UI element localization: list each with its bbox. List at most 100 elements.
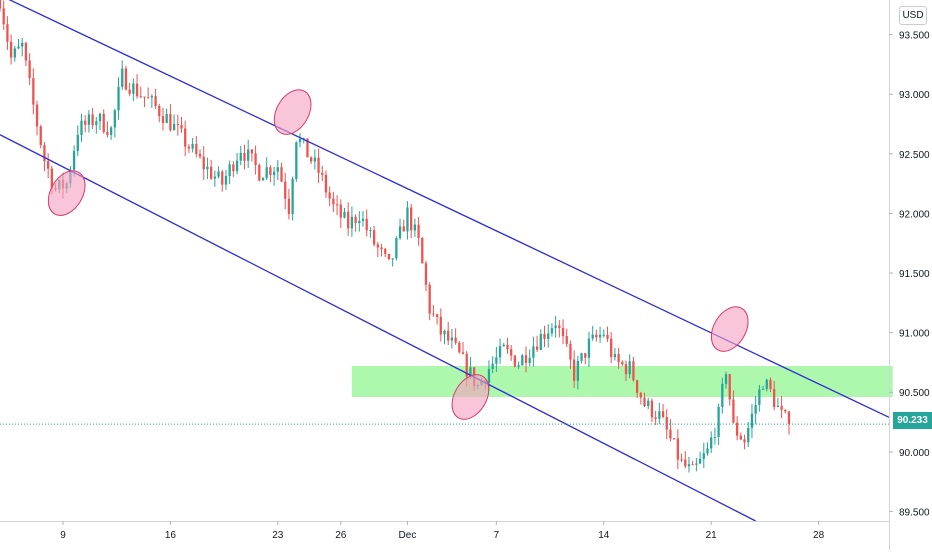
candle-body	[628, 361, 631, 375]
currency-badge[interactable]: USD	[899, 6, 927, 25]
channel-lower-line[interactable]	[0, 134, 756, 522]
candle-body	[339, 204, 342, 218]
candle-body	[254, 153, 257, 165]
candle-body	[102, 113, 105, 133]
candle-body	[232, 164, 235, 172]
candle-body	[561, 328, 565, 337]
touch-marker[interactable]	[41, 164, 93, 222]
candle-body	[728, 374, 731, 400]
candle-body	[421, 237, 424, 264]
candle-body	[569, 343, 572, 360]
candle-body	[13, 48, 16, 58]
candle-body	[239, 152, 242, 161]
candle-body	[28, 60, 31, 79]
candle-body	[754, 404, 757, 414]
y-tick-label: 91.500	[899, 269, 930, 280]
candle-body	[276, 167, 279, 172]
candle-body	[447, 330, 450, 341]
candle-body	[84, 120, 87, 125]
candle-body	[635, 380, 639, 393]
candle-body	[413, 224, 417, 231]
candle-body	[732, 399, 735, 423]
candle-body	[132, 83, 135, 94]
candle-body	[502, 344, 505, 347]
candle-body	[787, 411, 791, 425]
candle-body	[576, 360, 579, 381]
candle-body	[98, 113, 102, 122]
candle-body	[602, 334, 605, 336]
y-tick-label: 90.500	[899, 388, 930, 399]
candle-body	[432, 313, 435, 315]
x-tick-label: 26	[335, 530, 347, 541]
candle-body	[584, 353, 587, 358]
candle-body	[369, 230, 372, 232]
candle-body	[365, 218, 368, 231]
candle-body	[47, 161, 50, 169]
candles	[0, 0, 791, 473]
y-tick-label: 89.500	[899, 507, 930, 518]
x-tick-label: 28	[813, 530, 825, 541]
candle-body	[424, 263, 428, 285]
candle-body	[150, 96, 154, 98]
candle-body	[617, 354, 620, 363]
candle-body	[606, 334, 609, 339]
candle-body	[161, 116, 165, 123]
candle-body	[406, 207, 409, 232]
candle-body	[195, 144, 198, 154]
touch-marker[interactable]	[445, 368, 497, 426]
candle-body	[639, 392, 642, 398]
candle-body	[773, 389, 776, 408]
candle-body	[76, 135, 79, 152]
candle-body	[154, 96, 157, 107]
candle-body	[39, 126, 42, 146]
candle-body	[35, 104, 39, 127]
candle-body	[147, 97, 150, 99]
channel-upper-line[interactable]	[0, 0, 890, 418]
channel-lines[interactable]	[0, 0, 890, 522]
candle-body	[109, 127, 113, 136]
last-price-tag: 90.233	[893, 412, 932, 429]
candle-body	[172, 123, 176, 131]
candle-body	[80, 120, 83, 136]
candle-body	[698, 458, 702, 464]
candle-body	[461, 352, 465, 354]
candle-body	[313, 157, 317, 162]
candle-body	[713, 437, 717, 439]
candle-body	[2, 8, 5, 25]
candle-body	[310, 157, 313, 162]
touch-marker[interactable]	[267, 83, 319, 141]
candle-body	[650, 400, 654, 418]
candle-body	[139, 96, 142, 98]
candle-body	[691, 464, 694, 466]
candle-body	[643, 397, 646, 407]
candle-body	[228, 164, 231, 177]
candle-body	[587, 338, 591, 358]
candle-body	[117, 86, 120, 111]
candle-body	[158, 106, 161, 117]
touch-markers[interactable]	[41, 83, 756, 426]
candle-body	[665, 417, 668, 430]
candle-body	[250, 149, 254, 154]
candle-body	[487, 369, 491, 384]
candle-body	[284, 181, 287, 199]
x-tick-label: 7	[494, 530, 500, 541]
candle-body	[613, 354, 617, 358]
candle-body	[180, 125, 183, 129]
candle-body	[684, 459, 687, 467]
candle-body	[354, 216, 357, 223]
candle-body	[387, 253, 391, 260]
candle-body	[0, 0, 2, 9]
candle-body	[87, 114, 91, 125]
candle-body	[543, 333, 546, 339]
candle-body	[735, 422, 739, 436]
candle-body	[395, 238, 398, 259]
x-tick-label: Dec	[399, 530, 417, 541]
touch-marker[interactable]	[704, 300, 756, 358]
resistance-zone-rect[interactable]	[351, 366, 893, 398]
candle-body	[535, 346, 539, 350]
candle-body	[721, 383, 724, 407]
candle-body	[143, 96, 146, 98]
